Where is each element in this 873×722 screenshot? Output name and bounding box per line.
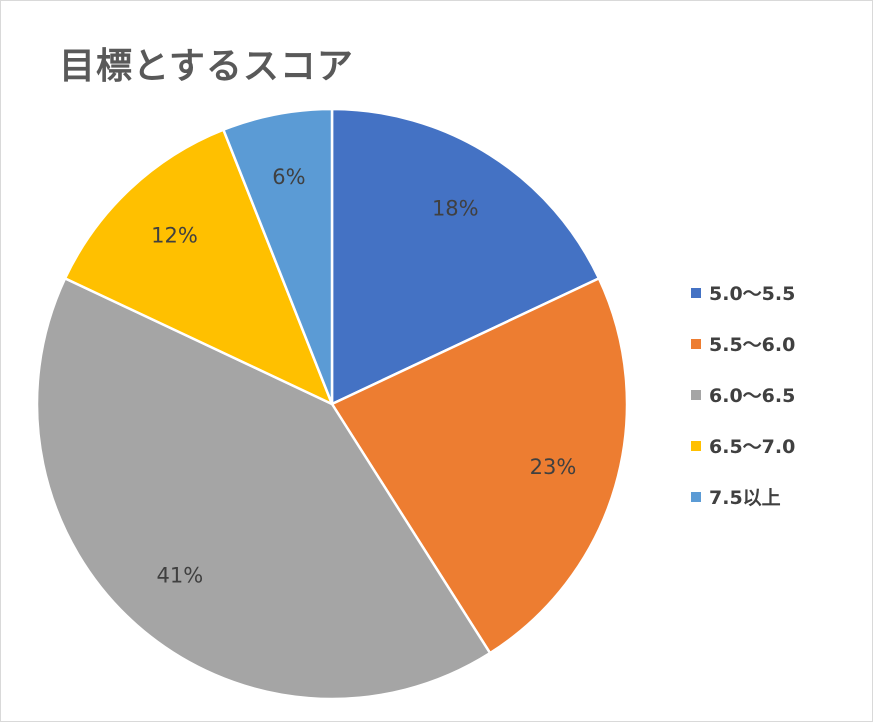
legend-item-1: 5.0〜5.5 [691,267,795,318]
legend-label: 5.5〜6.0 [709,334,796,356]
legend-item-4: 6.5〜7.0 [691,420,795,471]
data-label-5: 6% [272,165,305,189]
data-label-2: 23% [530,455,577,479]
data-label-4: 12% [151,223,198,247]
data-label-1: 18% [432,197,479,221]
legend: 5.0〜5.5 5.5〜6.0 6.0〜6.5 6.5〜7.0 7.5以上 [691,267,795,522]
pie-slice-5 [221,107,334,405]
legend-label: 5.0〜5.5 [709,283,796,305]
legend-label: 6.0〜6.5 [709,385,796,407]
legend-item-2: 5.5〜6.0 [691,318,795,369]
pie-slice-3 [35,276,492,701]
legend-label: 7.5以上 [709,487,781,509]
pie-slice-4 [63,128,335,407]
data-label-3: 41% [156,564,203,588]
chart-title: 目標とするスコア [59,46,354,87]
legend-swatch [691,338,701,349]
pie-slice-1 [330,107,601,406]
legend-item-3: 6.0〜6.5 [691,369,795,420]
legend-item-5: 7.5以上 [691,471,795,522]
legend-swatch [691,287,701,298]
legend-swatch [691,389,701,400]
legend-swatch [691,491,701,502]
pie-slice-2 [330,276,629,655]
legend-swatch [691,440,701,451]
legend-label: 6.5〜7.0 [709,436,796,458]
